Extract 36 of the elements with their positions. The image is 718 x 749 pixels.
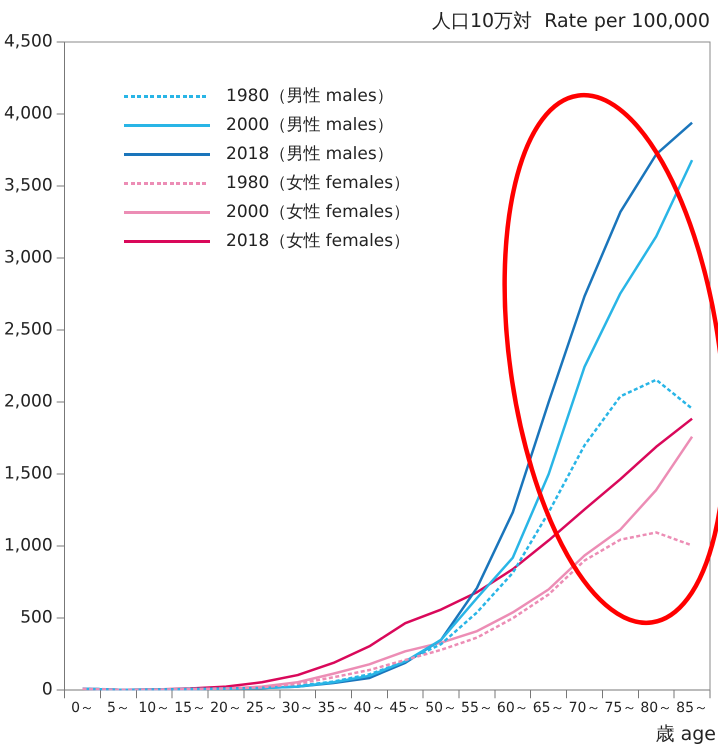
x-tick-label: 45～	[389, 700, 422, 716]
legend-label: 1980（男性 males）	[226, 85, 394, 108]
y-tick-label: 2,500	[4, 320, 53, 340]
y-tick-label: 3,500	[4, 175, 53, 196]
x-tick-label: 15～	[174, 700, 206, 716]
x-axis-title: 歳 age	[656, 722, 716, 747]
x-tick-label: 5～	[106, 700, 130, 716]
x-tick-label: 65～	[532, 700, 565, 716]
x-tick-label: 80～	[640, 700, 672, 716]
x-tick-label: 55～	[461, 700, 493, 716]
y-tick-label: 4,500	[4, 31, 53, 52]
y-tick-label: 0	[42, 680, 53, 700]
x-tick-label: 70～	[568, 700, 600, 716]
y-tick-label: 1,000	[4, 536, 53, 556]
x-tick-label: 35～	[318, 700, 350, 716]
x-tick-label: 75～	[604, 700, 636, 716]
legend-label: 2000（男性 males）	[226, 114, 394, 137]
y-tick-label: 1,500	[4, 464, 53, 484]
legend-label: 2018（男性 males）	[226, 143, 394, 166]
x-tick-label: 50～	[425, 700, 458, 716]
y-tick-label: 4,000	[4, 103, 53, 124]
x-tick-label: 0～	[71, 700, 94, 716]
x-tick-label: 60～	[496, 700, 529, 716]
legend-label: 2018（女性 females）	[226, 230, 410, 253]
x-tick-label: 85～	[676, 700, 708, 716]
legend-label: 2000（女性 females）	[226, 201, 410, 224]
legend-label: 1980（女性 females）	[226, 172, 410, 195]
x-tick-label: 25～	[246, 700, 278, 716]
y-tick-label: 2,000	[4, 392, 53, 412]
y-axis-title: 人口10万対 Rate per 100,000	[432, 9, 710, 34]
x-tick-label: 30～	[282, 700, 314, 716]
y-tick-label: 3,000	[4, 247, 53, 268]
x-tick-label: 20～	[210, 700, 242, 716]
x-tick-label: 10～	[138, 700, 170, 716]
x-tick-label: 40～	[353, 700, 386, 716]
y-tick-label: 500	[20, 608, 53, 628]
